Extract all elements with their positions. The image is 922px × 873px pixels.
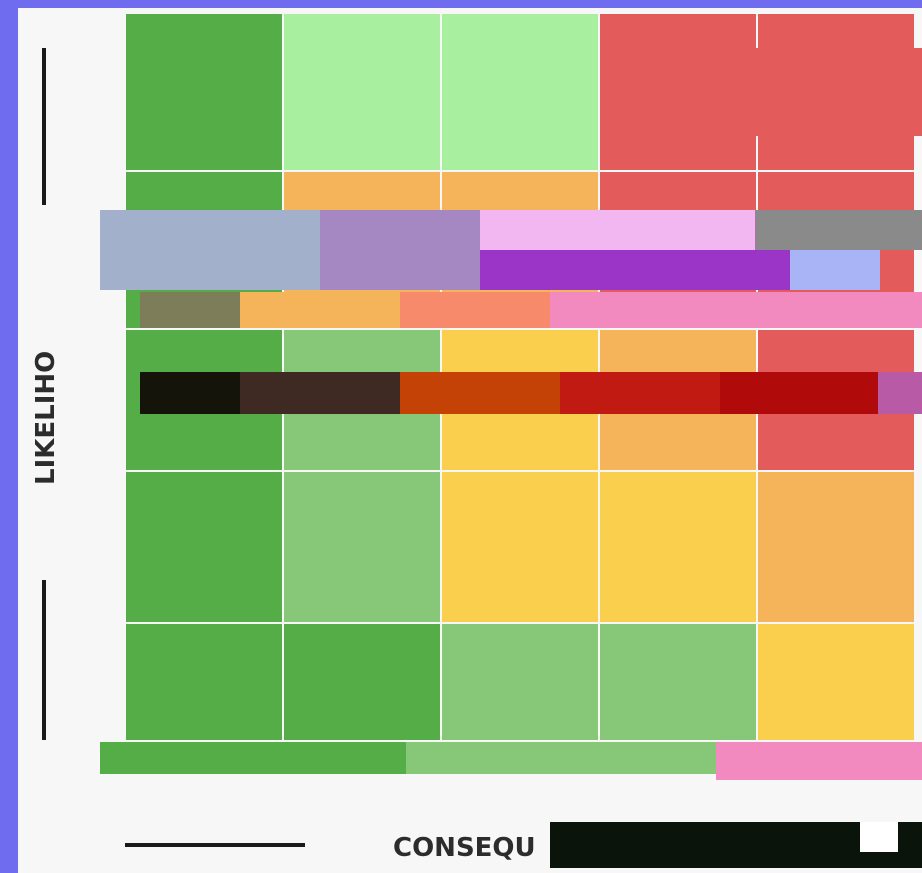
band xyxy=(140,372,240,414)
cell xyxy=(126,14,282,170)
band xyxy=(480,250,790,290)
band xyxy=(240,372,400,414)
cell xyxy=(126,472,282,622)
band xyxy=(400,372,560,414)
band xyxy=(100,742,406,774)
band xyxy=(320,210,480,290)
band xyxy=(878,372,922,414)
band xyxy=(755,210,922,250)
band xyxy=(550,292,922,328)
cell xyxy=(600,624,756,740)
cell xyxy=(284,472,440,622)
band xyxy=(406,742,716,774)
band xyxy=(716,742,922,780)
y-axis-label: LIKELIHO xyxy=(31,351,61,485)
band xyxy=(630,48,922,136)
band xyxy=(480,210,755,250)
cell xyxy=(758,624,914,740)
band xyxy=(860,822,898,852)
band xyxy=(140,292,240,328)
cell xyxy=(284,14,440,170)
cell xyxy=(758,472,914,622)
band xyxy=(560,372,720,414)
cell xyxy=(442,624,598,740)
x-axis-label: CONSEQU xyxy=(393,833,536,863)
band xyxy=(240,292,400,328)
cell xyxy=(442,472,598,622)
cell xyxy=(442,14,598,170)
cell xyxy=(284,624,440,740)
cell xyxy=(600,472,756,622)
band xyxy=(720,372,878,414)
band xyxy=(400,292,550,328)
band xyxy=(100,210,320,290)
band xyxy=(790,250,880,290)
cell xyxy=(126,624,282,740)
